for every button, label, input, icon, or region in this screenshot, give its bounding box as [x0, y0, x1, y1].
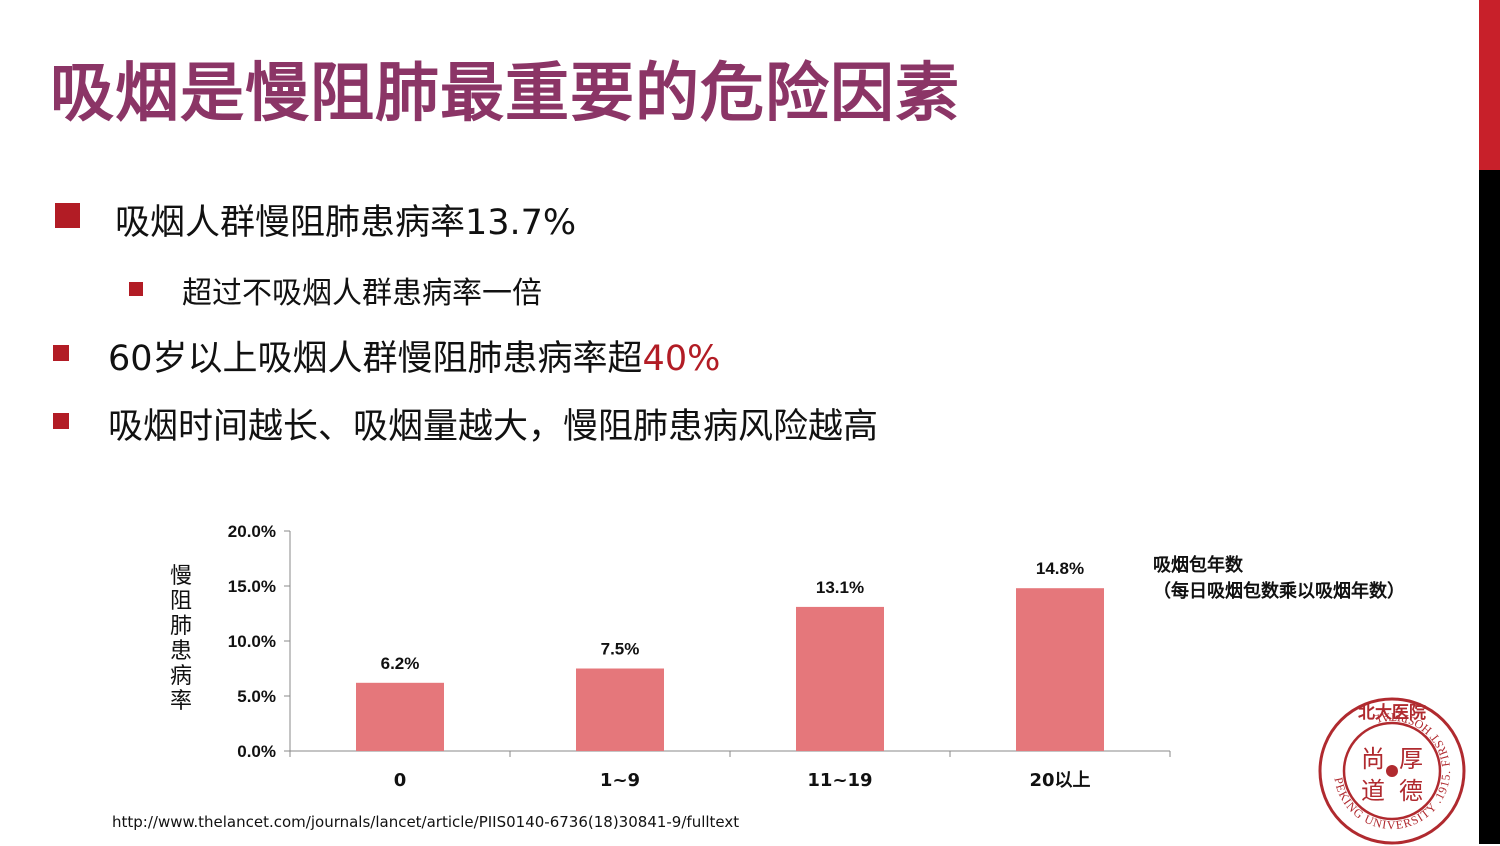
chart-x-axis-note-subtitle: （每日吸烟包数乘以吸烟年数） — [1153, 581, 1405, 602]
svg-text:道: 道 — [1361, 777, 1385, 805]
bar — [576, 668, 664, 751]
chart-y-axis-label-char: 阻 — [169, 589, 192, 614]
bar — [1016, 588, 1104, 751]
source-url[interactable]: http://www.thelancet.com/journals/lancet… — [112, 813, 740, 831]
svg-text:厚: 厚 — [1399, 745, 1423, 773]
x-tick-label: 0 — [394, 770, 407, 791]
bar — [356, 682, 444, 751]
bullet-4: 吸烟时间越长、吸烟量越大，慢阻肺患病风险越高 — [108, 407, 879, 447]
chart-x-axis-note-title: 吸烟包年数 — [1153, 555, 1243, 576]
bullet-2-sub: 超过不吸烟人群患病率一倍 — [182, 276, 542, 311]
svg-text:德: 德 — [1399, 777, 1423, 805]
slide-title: 吸烟是慢阻肺最重要的危险因素 — [50, 57, 960, 131]
chart-y-axis-label-char: 病 — [169, 664, 192, 689]
bullet-3: 60岁以上吸烟人群慢阻肺患病率超40% — [108, 330, 720, 381]
bullet-marker-2 — [129, 282, 143, 296]
y-tick-label: 0.0% — [237, 742, 276, 761]
chart-y-axis-label-char: 慢 — [169, 564, 192, 589]
chart-y-axis-label-char: 患 — [169, 639, 192, 664]
right-edge-bar — [1479, 0, 1500, 844]
x-tick-label: 11~19 — [807, 770, 872, 791]
right-edge-bar-red-segment — [1479, 0, 1500, 170]
chart-y-axis-label-char: 肺 — [169, 614, 192, 639]
bullet-marker-1 — [55, 203, 80, 228]
x-tick-label: 20以上 — [1029, 770, 1090, 791]
x-tick-label: 1~9 — [600, 770, 640, 791]
chart-y-axis-label: 慢阻肺患病率 — [166, 564, 196, 714]
bullet-3-highlight: 40% — [642, 339, 721, 379]
data-label: 13.1% — [816, 578, 864, 597]
chart-y-axis-label-char: 率 — [169, 689, 192, 714]
svg-text:北大医院: 北大医院 — [1358, 702, 1426, 723]
data-label: 7.5% — [601, 640, 640, 659]
hospital-seal-logo: PEKING UNIVERSITY .1915. FIRST HOSPITAL … — [1318, 697, 1466, 845]
bullet-3-text: 60岁以上吸烟人群慢阻肺患病率超 — [108, 339, 643, 379]
data-label: 6.2% — [381, 654, 420, 673]
data-label: 14.8% — [1036, 559, 1084, 578]
y-tick-label: 10.0% — [228, 632, 276, 651]
bullet-marker-3 — [53, 345, 69, 361]
bar — [796, 606, 884, 751]
bullet-1: 吸烟人群慢阻肺患病率13.7% — [115, 203, 577, 243]
bullet-marker-4 — [53, 413, 69, 429]
y-tick-label: 5.0% — [237, 687, 276, 706]
y-tick-label: 15.0% — [228, 577, 276, 596]
y-tick-label: 20.0% — [228, 522, 276, 541]
chart-x-axis-note: 吸烟包年数 （每日吸烟包数乘以吸烟年数） — [1153, 553, 1405, 605]
svg-text:尚: 尚 — [1361, 745, 1385, 773]
